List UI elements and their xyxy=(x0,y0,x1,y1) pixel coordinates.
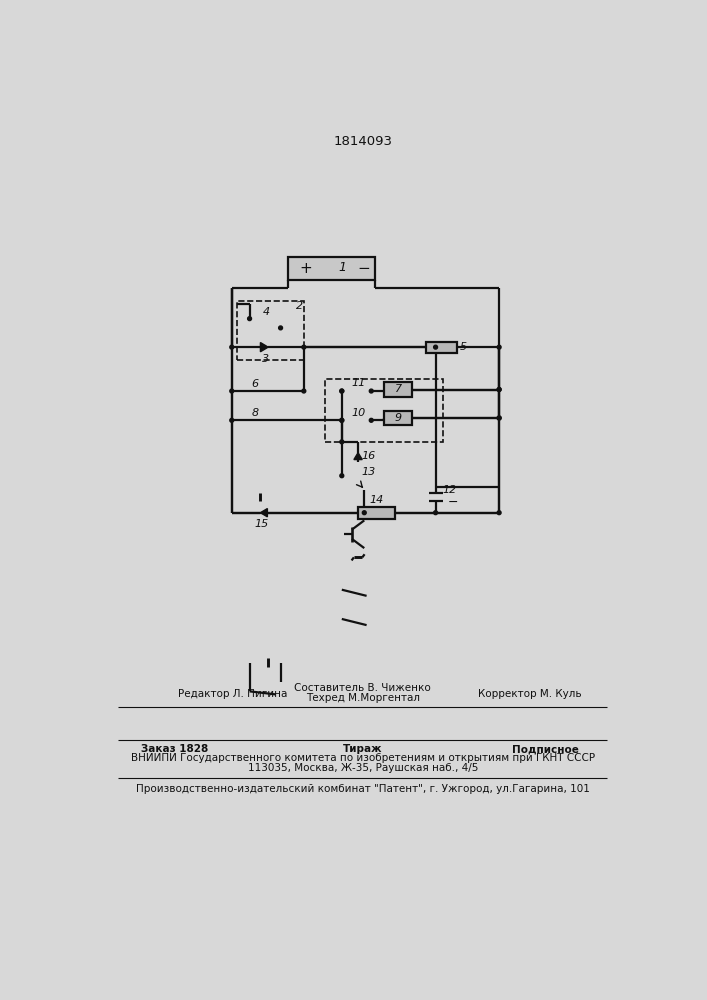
Text: 15: 15 xyxy=(255,519,269,529)
Circle shape xyxy=(497,345,501,349)
Bar xyxy=(325,379,443,442)
Text: Корректор М. Куль: Корректор М. Куль xyxy=(479,689,582,699)
Circle shape xyxy=(340,418,344,422)
Text: −: − xyxy=(357,261,370,276)
Text: +: + xyxy=(299,261,312,276)
Circle shape xyxy=(363,511,366,515)
Text: Составитель В. Чиженко: Составитель В. Чиженко xyxy=(294,683,431,693)
Text: 5: 5 xyxy=(460,342,467,352)
Circle shape xyxy=(279,326,283,330)
Bar xyxy=(358,507,395,519)
Text: 14: 14 xyxy=(369,495,383,505)
Text: 7: 7 xyxy=(395,384,402,394)
Polygon shape xyxy=(354,453,362,460)
Text: 16: 16 xyxy=(362,451,376,461)
Text: Заказ 1828: Заказ 1828 xyxy=(141,744,209,754)
Bar xyxy=(385,411,412,425)
Text: 13: 13 xyxy=(362,467,376,477)
Text: 3: 3 xyxy=(262,354,269,364)
Circle shape xyxy=(497,511,501,515)
Bar xyxy=(288,257,375,280)
Text: Техред М.Моргентал: Техред М.Моргентал xyxy=(305,693,420,703)
Circle shape xyxy=(497,416,501,420)
Circle shape xyxy=(340,389,344,393)
Polygon shape xyxy=(260,509,267,517)
Circle shape xyxy=(497,388,501,391)
Text: 1814093: 1814093 xyxy=(333,135,392,148)
Text: 1: 1 xyxy=(338,261,346,274)
Text: 9: 9 xyxy=(395,413,402,423)
Text: Тираж: Тираж xyxy=(343,744,382,754)
Polygon shape xyxy=(260,343,268,352)
Circle shape xyxy=(433,511,438,515)
Text: Производственно-издательский комбинат "Патент", г. Ужгород, ул.Гагарина, 101: Производственно-издательский комбинат "П… xyxy=(136,784,590,794)
Text: 10: 10 xyxy=(351,408,366,418)
Text: 113035, Москва, Ж-35, Раушская наб., 4/5: 113035, Москва, Ж-35, Раушская наб., 4/5 xyxy=(247,763,478,773)
Text: ВНИИПИ Государственного комитета по изобретениям и открытиям при ГКНТ СССР: ВНИИПИ Государственного комитета по изоб… xyxy=(131,753,595,763)
Circle shape xyxy=(369,389,373,393)
Circle shape xyxy=(302,389,305,393)
Text: 11: 11 xyxy=(351,378,366,388)
Circle shape xyxy=(247,317,252,321)
Text: 8: 8 xyxy=(252,408,259,418)
Text: 4: 4 xyxy=(263,307,270,317)
Text: Подписное: Подписное xyxy=(512,744,579,754)
Circle shape xyxy=(369,418,373,422)
Circle shape xyxy=(230,389,234,393)
Circle shape xyxy=(340,474,344,478)
Circle shape xyxy=(340,389,344,393)
Circle shape xyxy=(230,345,234,349)
Text: Редактор Л. Пигина: Редактор Л. Пигина xyxy=(177,689,287,699)
Text: 12: 12 xyxy=(443,485,457,495)
Circle shape xyxy=(433,345,438,349)
Circle shape xyxy=(302,345,305,349)
Text: 2: 2 xyxy=(296,301,303,311)
Bar xyxy=(426,342,457,353)
Circle shape xyxy=(340,440,344,444)
Circle shape xyxy=(497,388,501,391)
Circle shape xyxy=(340,418,344,422)
Bar xyxy=(237,301,304,360)
Text: −: − xyxy=(448,496,458,509)
Text: 6: 6 xyxy=(252,379,259,389)
Circle shape xyxy=(230,418,234,422)
Bar xyxy=(385,382,412,397)
Circle shape xyxy=(497,416,501,420)
